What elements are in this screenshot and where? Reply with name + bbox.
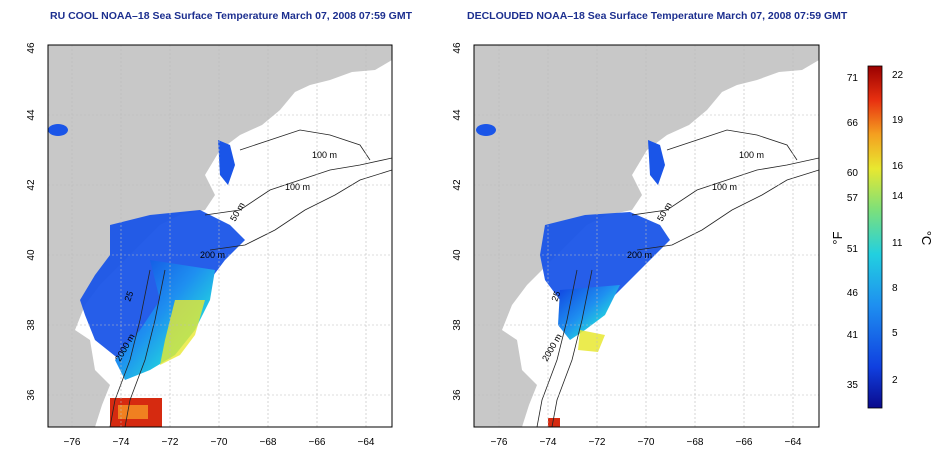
- contour-label: 25: [122, 290, 135, 303]
- land-mass: [474, 45, 819, 427]
- x-tick-label: −66: [309, 437, 326, 448]
- sst-warm-region: [558, 285, 620, 340]
- f-tick-label: 41: [847, 330, 859, 341]
- contour-label: 25: [549, 290, 562, 303]
- f-tick-label: 66: [847, 118, 859, 129]
- sst-hot-core: [118, 405, 148, 419]
- sst-hot-patch: [548, 418, 560, 427]
- c-tick-label: 14: [892, 191, 904, 202]
- x-tick-label: −74: [113, 437, 130, 448]
- y-tick-label: 42: [452, 179, 463, 191]
- contour-label: 100 m: [739, 150, 764, 160]
- contour-label: 100 m: [285, 182, 310, 192]
- y-tick-label: 46: [452, 42, 463, 54]
- map-panel-left: 100 m 100 m 50 m 200 m 2000 m 25 −76 −74…: [26, 42, 393, 448]
- y-tick-label: 40: [26, 249, 37, 261]
- c-tick-label: 11: [892, 238, 903, 249]
- bathymetry-contour: [204, 157, 392, 216]
- colorbar: 71 66 60 57 51 46 41 35 22 19 16 14 11 8…: [830, 65, 934, 409]
- bathymetry-contour: [536, 269, 578, 427]
- y-tick-label: 46: [26, 42, 37, 54]
- x-tick-label: −76: [64, 437, 81, 448]
- x-tick-label: −74: [540, 437, 557, 448]
- inland-water-right: [476, 124, 496, 136]
- bathymetry-contour: [636, 169, 819, 251]
- map-panel-right: 100 m 100 m 50 m 200 m 2000 m 25 −76 −74…: [452, 42, 820, 448]
- x-axis-left: −76 −74 −72 −70 −68 −66 −64: [64, 437, 375, 448]
- land-mass: [48, 45, 392, 427]
- contour-label: 200 m: [200, 250, 225, 260]
- sst-warm-patch: [578, 330, 605, 352]
- c-tick-label: 19: [892, 115, 904, 126]
- x-tick-label: −68: [260, 437, 277, 448]
- sst-gulfstream-region: [160, 300, 205, 365]
- bathymetry-contour: [109, 269, 151, 427]
- bathymetry-contour: [631, 157, 819, 216]
- lake-blue-left: [218, 140, 235, 185]
- x-tick-label: −68: [687, 437, 704, 448]
- map-frame: [47, 44, 393, 428]
- c-tick-label: 22: [892, 70, 904, 81]
- c-tick-label: 5: [892, 328, 898, 339]
- bathymetry-contour: [239, 129, 371, 161]
- x-tick-label: −72: [162, 437, 179, 448]
- colorbar-c-ticks: 22 19 16 14 11 8 5 2: [892, 70, 904, 386]
- map-title-left: RU COOL NOAA–18 Sea Surface Temperature …: [50, 10, 413, 22]
- map-title-right: DECLOUDED NOAA–18 Sea Surface Temperatur…: [467, 10, 848, 22]
- colorbar-unit-c: °C: [919, 231, 934, 246]
- f-tick-label: 35: [847, 380, 859, 391]
- f-tick-label: 60: [847, 168, 859, 179]
- y-tick-label: 44: [452, 109, 463, 121]
- y-tick-label: 38: [452, 319, 463, 331]
- x-tick-label: −72: [589, 437, 606, 448]
- y-tick-label: 38: [26, 319, 37, 331]
- contour-label: 200 m: [627, 250, 652, 260]
- contour-label: 100 m: [312, 150, 337, 160]
- x-axis-right: −76 −74 −72 −70 −68 −66 −64: [491, 437, 802, 448]
- y-tick-label: 36: [452, 389, 463, 401]
- y-tick-label: 40: [452, 249, 463, 261]
- c-tick-label: 2: [892, 375, 898, 386]
- bathymetry-contour: [551, 269, 593, 427]
- c-tick-label: 8: [892, 283, 898, 294]
- x-tick-label: −64: [785, 437, 802, 448]
- map-frame: [473, 44, 820, 428]
- lake-blue-right: [648, 140, 665, 185]
- x-tick-label: −76: [491, 437, 508, 448]
- x-tick-label: −70: [638, 437, 655, 448]
- grid-lines: [474, 45, 819, 427]
- bathymetry-contour: [666, 129, 798, 161]
- y-axis-right: 36 38 40 42 44 46: [452, 42, 463, 401]
- y-tick-label: 44: [26, 109, 37, 121]
- f-tick-label: 71: [847, 73, 859, 84]
- colorbar-f-ticks: 71 66 60 57 51 46 41 35: [847, 73, 859, 391]
- c-tick-label: 16: [892, 161, 904, 172]
- y-tick-label: 42: [26, 179, 37, 191]
- y-axis-left: 36 38 40 42 44 46: [26, 42, 37, 401]
- colorbar-gradient: [867, 65, 883, 409]
- x-tick-label: −66: [736, 437, 753, 448]
- bathymetry-contour: [209, 169, 392, 251]
- inland-water-left: [48, 124, 68, 136]
- sst-warm-region: [115, 260, 215, 380]
- f-tick-label: 51: [847, 244, 859, 255]
- y-tick-label: 36: [26, 389, 37, 401]
- f-tick-label: 57: [847, 193, 859, 204]
- x-tick-label: −64: [358, 437, 375, 448]
- sst-cool-region: [540, 212, 670, 305]
- contour-label: 100 m: [712, 182, 737, 192]
- f-tick-label: 46: [847, 288, 859, 299]
- bathymetry-contour: [124, 269, 166, 427]
- colorbar-unit-f: °F: [830, 231, 845, 244]
- x-tick-label: −70: [211, 437, 228, 448]
- grid-lines: [48, 45, 392, 427]
